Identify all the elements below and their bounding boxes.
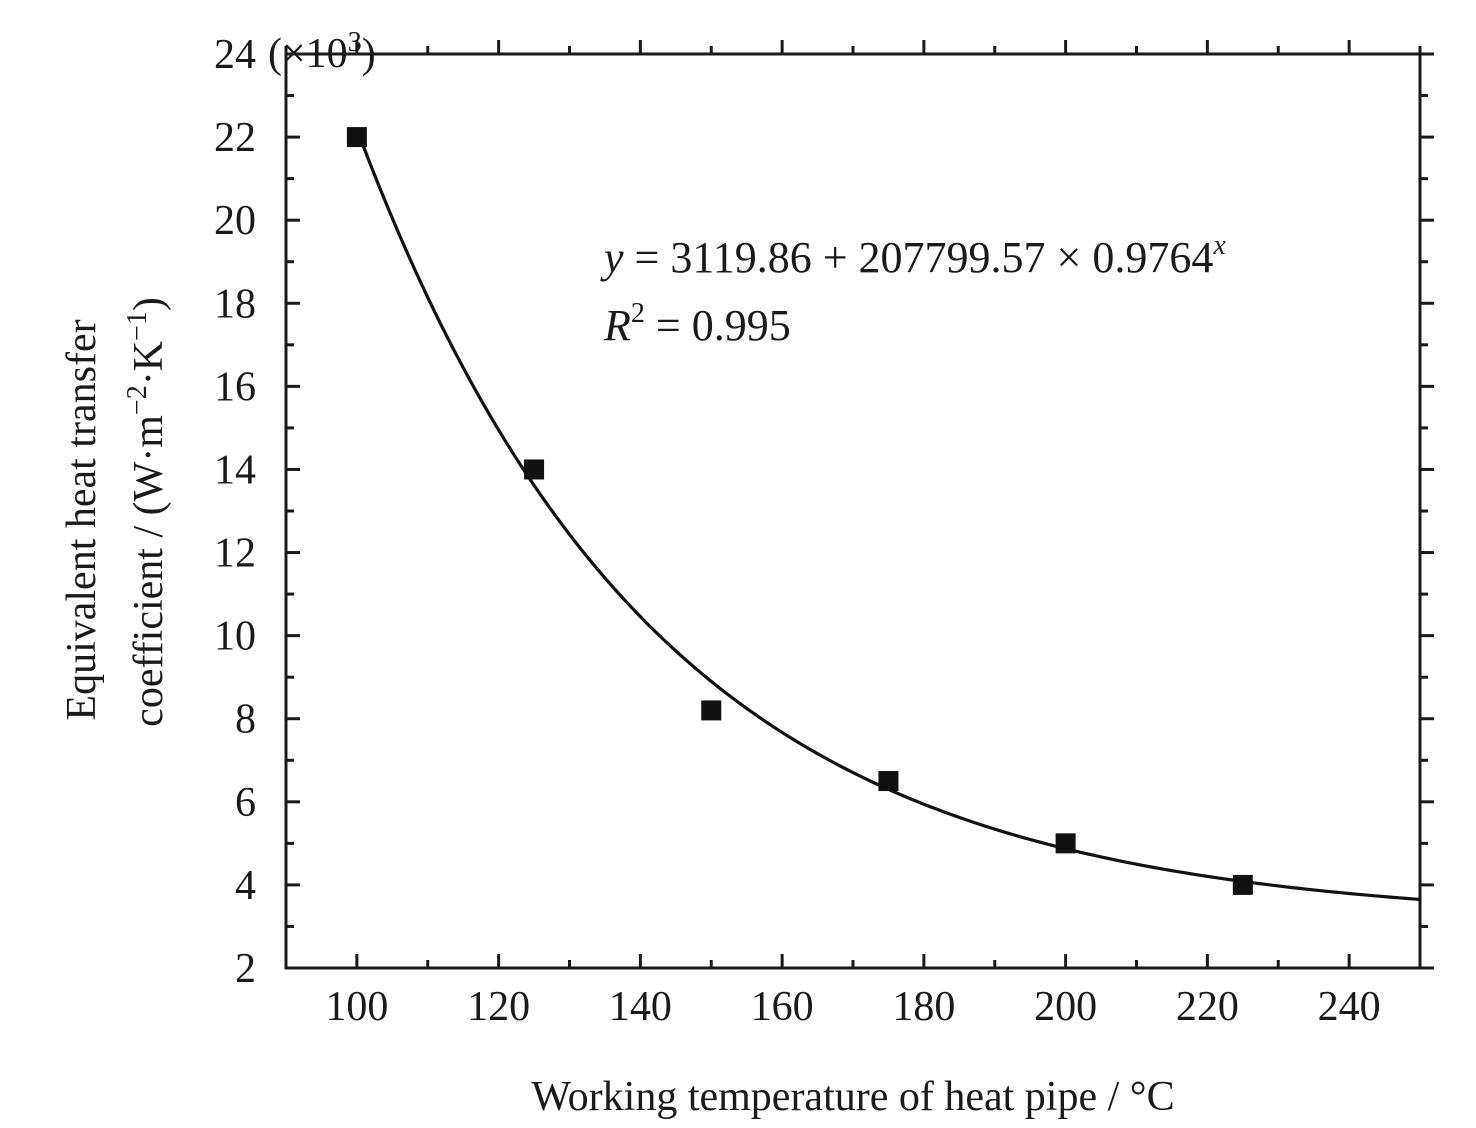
fit-equation: y = 3119.86 + 207799.57 × 0.9764x [600, 230, 1226, 282]
x-tick-labels: 100 120 140 160 180 200 220 240 [325, 984, 1380, 1030]
y-tick-label: 18 [214, 281, 256, 327]
x-tick-label: 200 [1034, 984, 1097, 1030]
y-tick-label: 12 [214, 531, 256, 577]
y-tick-label: 2 [235, 946, 256, 992]
data-point [701, 700, 722, 721]
y-tick-label: 22 [214, 115, 256, 161]
data-point [878, 771, 899, 792]
axis-ticks [284, 40, 1434, 970]
x-tick-label: 100 [325, 984, 388, 1030]
y-tick-label: 4 [235, 863, 256, 909]
x-tick-label: 220 [1176, 984, 1239, 1030]
data-point [1055, 833, 1076, 854]
y-tick-label: 20 [214, 198, 256, 244]
data-point [524, 459, 545, 480]
x-tick-label: 160 [751, 984, 814, 1030]
plot-frame [284, 52, 1422, 970]
y-tick-label: 6 [235, 780, 256, 826]
data-point [1232, 874, 1253, 895]
y-tick-label: 10 [214, 614, 256, 660]
x-tick-label: 120 [467, 984, 530, 1030]
y-multiplier: (×103) [268, 27, 376, 77]
r-squared: R2 = 0.995 [603, 298, 791, 350]
y-tick-label: 14 [214, 447, 256, 493]
y-tick-label: 24 [214, 32, 256, 78]
y-axis-title-line2: coefficient / (W·m−2·K−1) [122, 297, 172, 727]
data-point [346, 127, 367, 148]
y-axis-title-line1: Equivalent heat transfer [59, 319, 105, 720]
x-axis-title: Working temperature of heat pipe / °C [531, 1074, 1174, 1120]
y-tick-label: 16 [214, 364, 256, 410]
y-tick-label: 8 [235, 697, 256, 743]
x-tick-label: 180 [892, 984, 955, 1030]
data-points [346, 127, 1253, 895]
x-tick-label: 140 [609, 984, 672, 1030]
x-tick-label: 240 [1318, 984, 1381, 1030]
